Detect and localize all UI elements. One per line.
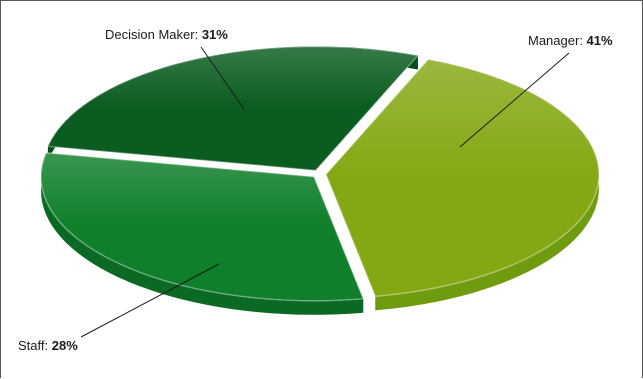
slice-gloss-manager [325, 59, 599, 297]
leader-lines [80, 46, 570, 338]
slice-tops [40, 45, 600, 302]
leader-manager [459, 52, 570, 148]
leader-staff [80, 263, 220, 338]
label-staff: Staff: 28% [18, 338, 78, 353]
label-decision-maker: Decision Maker: 31% [105, 27, 228, 42]
slice-gloss-staff [47, 46, 418, 171]
slice-side-decision-maker [41, 152, 364, 315]
slice-gloss-decision-maker [41, 152, 364, 301]
label-manager: Manager: 41% [528, 33, 613, 48]
leader-decision-maker [200, 46, 245, 110]
